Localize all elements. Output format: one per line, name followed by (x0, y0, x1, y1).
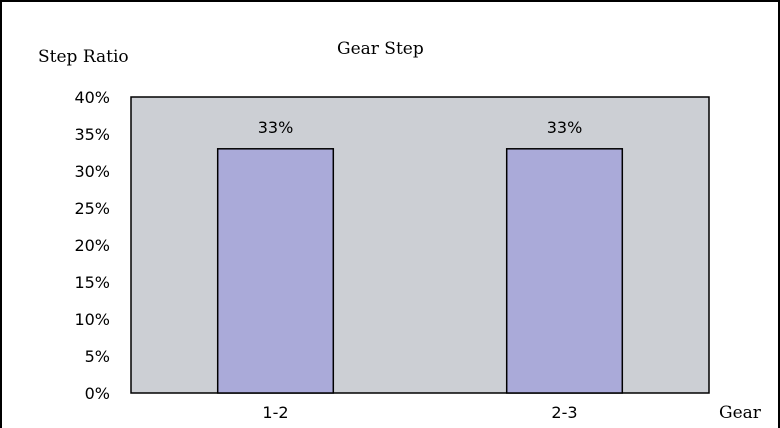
bar-data-label: 33% (258, 118, 294, 137)
y-tick-label: 40% (74, 88, 110, 107)
x-axis-label: Gear (719, 403, 762, 423)
y-tick-label: 20% (74, 236, 110, 255)
y-axis-label: Step Ratio (38, 47, 129, 67)
y-tick-label: 10% (74, 310, 110, 329)
y-tick-label: 5% (85, 347, 110, 366)
bar (505, 148, 624, 394)
y-tick-label: 0% (85, 384, 110, 403)
y-tick-label: 15% (74, 273, 110, 292)
chart-title: Gear Step (337, 39, 424, 59)
y-tick-label: 30% (74, 162, 110, 181)
y-tick-label: 25% (74, 199, 110, 218)
y-tick-label: 35% (74, 125, 110, 144)
y-axis-ticks: 0% 5% 10% 15% 20% 25% 30% 35% 40% (74, 88, 110, 403)
data-labels: 33% 33% (258, 118, 583, 137)
bar (216, 148, 335, 394)
x-axis-ticks: 1-2 2-3 (262, 403, 577, 422)
bars (216, 148, 624, 394)
bar-data-label: 33% (547, 118, 583, 137)
x-tick-label: 1-2 (262, 403, 288, 422)
x-tick-label: 2-3 (551, 403, 577, 422)
